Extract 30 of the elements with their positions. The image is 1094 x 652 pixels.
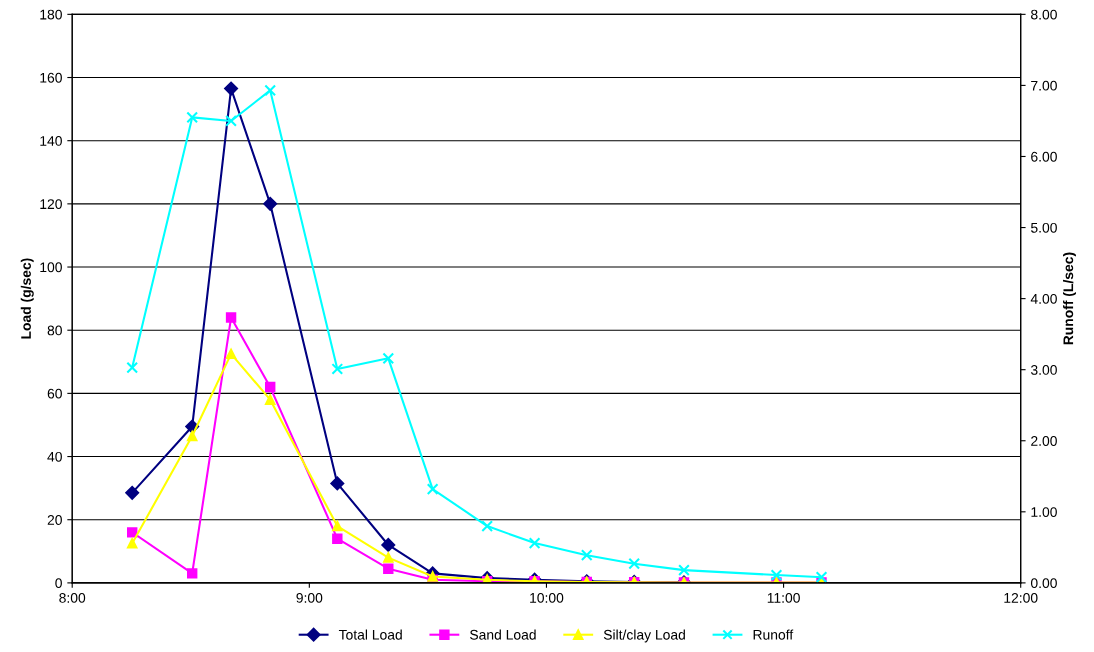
- y2-axis-title: Runoff (L/sec): [1063, 252, 1076, 345]
- y2-tick-label: 7.00: [1031, 80, 1057, 91]
- y-tick-label: 140: [40, 136, 62, 146]
- y2-tick-label: 6.00: [1031, 151, 1057, 162]
- legend-label: Runoff: [753, 629, 794, 640]
- x-tick-label: 10:00: [530, 592, 564, 603]
- y-tick-label: 0: [55, 578, 62, 589]
- y2-tick-label: 1.00: [1031, 507, 1057, 517]
- y-tick-label: 20: [47, 515, 62, 525]
- legend-label: Silt/clay Load: [603, 629, 685, 643]
- legend-label: Sand Load: [470, 629, 536, 640]
- y-tick-label: 40: [47, 451, 62, 462]
- y2-tick-label: 8.00: [1031, 9, 1057, 20]
- x-tick-label: 11:00: [767, 592, 800, 603]
- y2-tick-label: 2.00: [1031, 436, 1057, 446]
- legend-label: Total Load: [338, 629, 402, 640]
- y-tick-label: 120: [40, 199, 62, 210]
- y2-tick-label: 5.00: [1030, 222, 1057, 233]
- y2-tick-label: 4.00: [1030, 293, 1057, 304]
- y2-tick-label: 3.00: [1030, 365, 1057, 375]
- x-tick-label: 8:00: [59, 592, 86, 603]
- x-tick-label: 9:00: [296, 592, 323, 603]
- y2-tick-label: 0.00: [1030, 578, 1057, 589]
- y-tick-label: 180: [40, 9, 62, 20]
- x-tick-label: 12:00: [1004, 592, 1038, 603]
- y-tick-label: 80: [47, 325, 62, 336]
- y-tick-label: 160: [40, 72, 62, 83]
- y-tick-label: 60: [47, 388, 62, 399]
- y-axis-title: Load (g/sec): [20, 258, 34, 339]
- y-tick-label: 100: [40, 262, 62, 273]
